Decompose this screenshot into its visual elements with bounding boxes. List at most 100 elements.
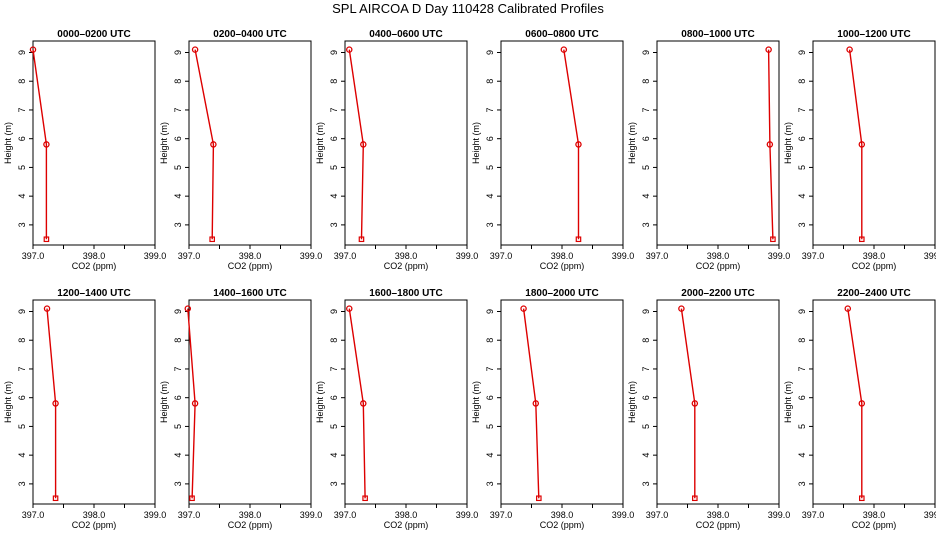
data-point <box>844 305 852 312</box>
y-axis-label: Height (m) <box>627 381 637 423</box>
panel: 0400–0600 UTC 397.0 398.0 399.0 3 4 5 6 7 8 9 CO2 (… <box>315 29 478 271</box>
x-tick-label: 398.0 <box>83 510 106 520</box>
y-tick-label: 7 <box>797 107 807 112</box>
panel-title: 1600–1800 UTC <box>369 288 442 299</box>
x-tick-label: 398.0 <box>707 251 730 261</box>
x-tick-label: 398.0 <box>395 510 418 520</box>
y-tick-label: 7 <box>641 366 651 371</box>
data-point <box>520 305 527 312</box>
profile-line <box>680 308 696 499</box>
profile-line <box>522 308 540 499</box>
x-tick-label: 399.0 <box>924 251 936 261</box>
y-tick-label: 3 <box>797 481 807 486</box>
y-axis-label: Height (m) <box>627 122 637 164</box>
profile-line <box>187 308 196 499</box>
x-tick-label: 398.0 <box>239 510 262 520</box>
x-tick-label: 398.0 <box>863 510 886 520</box>
x-tick-label: 399.0 <box>612 510 635 520</box>
x-tick-label: 399.0 <box>612 251 635 261</box>
y-tick-label: 5 <box>329 424 339 429</box>
y-tick-label: 7 <box>173 107 183 112</box>
profile-line <box>563 49 580 240</box>
panel-title: 2000–2200 UTC <box>681 288 754 299</box>
y-tick-label: 4 <box>797 194 807 199</box>
data-point <box>575 236 582 243</box>
y-tick-label: 7 <box>173 366 183 371</box>
data-point <box>691 400 699 407</box>
data-point <box>346 46 353 53</box>
y-axis-label: Height (m) <box>783 381 793 423</box>
y-axis-label: Height (m) <box>471 381 481 423</box>
panel: 1200–1400 UTC 397.0 398.0 399.0 3 4 5 6 7 8 9 CO2 (… <box>3 288 166 530</box>
y-tick-label: 9 <box>329 309 339 314</box>
data-point <box>29 46 37 53</box>
panel: 2000–2200 UTC 397.0 398.0 399.0 3 4 5 6 7 8 9 CO2 (… <box>627 288 790 530</box>
data-point <box>560 46 568 53</box>
data-point <box>184 305 192 312</box>
y-tick-label: 8 <box>641 338 651 343</box>
x-tick-label: 399.0 <box>456 251 479 261</box>
y-tick-label: 3 <box>485 222 495 227</box>
y-tick-label: 9 <box>641 309 651 314</box>
data-point <box>360 141 367 148</box>
x-axis-label: CO2 (ppm) <box>696 261 741 271</box>
panel: 1600–1800 UTC 397.0 398.0 399.0 3 4 5 6 7 8 9 CO2 (… <box>315 288 478 530</box>
x-axis-label: CO2 (ppm) <box>540 520 585 530</box>
x-tick-label: 399.0 <box>924 510 936 520</box>
y-tick-label: 9 <box>17 50 27 55</box>
panel-title: 1000–1200 UTC <box>837 29 910 40</box>
y-tick-label: 7 <box>17 107 27 112</box>
data-point <box>362 495 368 502</box>
y-tick-label: 3 <box>329 222 339 227</box>
x-tick-label: 399.0 <box>300 510 323 520</box>
data-point <box>52 400 59 407</box>
panel: 0200–0400 UTC 397.0 398.0 399.0 3 4 5 6 7 8 9 CO2 (… <box>159 29 322 271</box>
y-tick-label: 5 <box>173 424 183 429</box>
y-tick-label: 5 <box>797 165 807 170</box>
panel: 2200–2400 UTC 397.0 398.0 399.0 3 4 5 6 7 8 9 CO2 (… <box>783 288 936 530</box>
y-tick-label: 6 <box>329 136 339 141</box>
y-tick-label: 5 <box>17 424 27 429</box>
y-tick-label: 4 <box>329 194 339 199</box>
x-axis-label: CO2 (ppm) <box>852 261 897 271</box>
x-tick-label: 398.0 <box>551 251 574 261</box>
plot-frame <box>812 40 936 246</box>
y-tick-label: 5 <box>329 165 339 170</box>
x-tick-label: 398.0 <box>239 251 262 261</box>
x-axis-label: CO2 (ppm) <box>852 520 897 530</box>
y-tick-label: 8 <box>797 79 807 84</box>
x-axis-label: CO2 (ppm) <box>228 520 273 530</box>
y-axis-label: Height (m) <box>159 381 169 423</box>
data-point <box>765 46 772 53</box>
x-tick-label: 397.0 <box>22 510 45 520</box>
panel: 1400–1600 UTC 397.0 398.0 399.0 3 4 5 6 7 8 9 CO2 (… <box>159 288 322 530</box>
y-tick-label: 8 <box>797 338 807 343</box>
y-tick-label: 9 <box>173 50 183 55</box>
panel-title: 0600–0800 UTC <box>525 29 598 40</box>
y-tick-label: 9 <box>641 50 651 55</box>
y-tick-label: 3 <box>173 222 183 227</box>
y-axis-label: Height (m) <box>783 122 793 164</box>
data-point <box>858 141 866 148</box>
x-tick-label: 399.0 <box>144 251 167 261</box>
y-tick-label: 3 <box>485 481 495 486</box>
y-axis-label: Height (m) <box>471 122 481 164</box>
y-tick-label: 7 <box>329 366 339 371</box>
plot-frame <box>32 299 156 505</box>
y-tick-label: 6 <box>641 136 651 141</box>
y-tick-label: 6 <box>485 136 495 141</box>
y-axis-label: Height (m) <box>3 122 13 164</box>
y-tick-label: 6 <box>329 395 339 400</box>
y-tick-label: 7 <box>485 366 495 371</box>
data-point <box>766 141 774 148</box>
plot-frame <box>812 299 936 505</box>
x-axis-label: CO2 (ppm) <box>72 520 117 530</box>
y-tick-label: 4 <box>641 194 651 199</box>
panel-title: 0800–1000 UTC <box>681 29 754 40</box>
y-tick-label: 9 <box>485 309 495 314</box>
y-tick-label: 5 <box>485 165 495 170</box>
x-tick-label: 398.0 <box>395 251 418 261</box>
x-tick-label: 399.0 <box>144 510 167 520</box>
panel: 1000–1200 UTC 397.0 398.0 399.0 3 4 5 6 7 8 9 CO2 (… <box>783 29 936 271</box>
